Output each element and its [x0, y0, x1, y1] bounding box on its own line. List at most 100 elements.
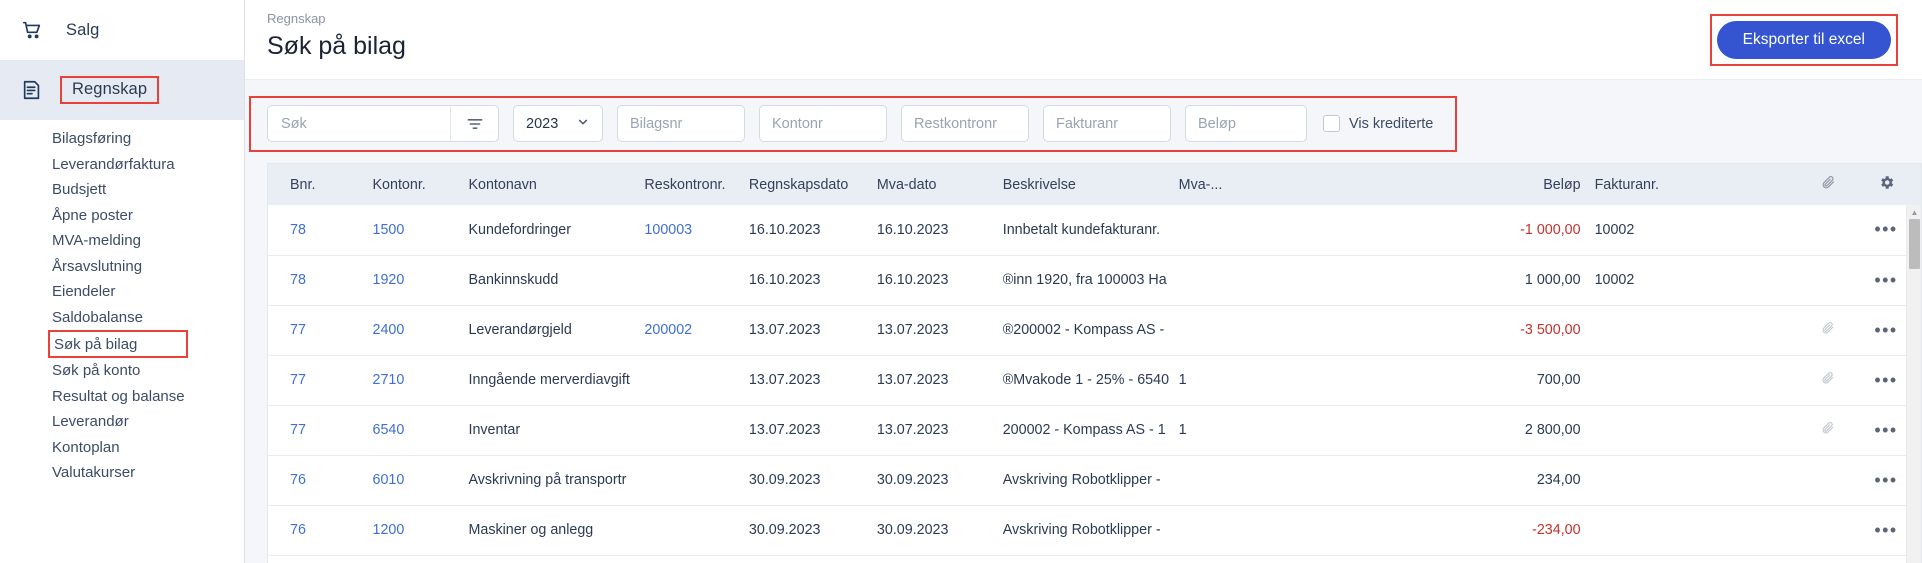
cell-mva-dato: 13.07.2023	[876, 405, 1003, 456]
cell-bnr[interactable]: 78	[268, 255, 373, 306]
belop-input[interactable]: Beløp	[1185, 105, 1307, 142]
cell-beskrivelse: ®inn 1920, fra 100003 Ha	[1002, 255, 1179, 306]
cell-bnr[interactable]: 77	[268, 355, 373, 406]
vis-krediterte-label: Vis krediterte	[1349, 115, 1434, 132]
sidebar-item-label: Leverandørfaktura	[52, 155, 175, 173]
cell-kontonr[interactable]: 6540	[372, 405, 469, 456]
cell-reskontronr[interactable]	[644, 455, 749, 506]
col-fakturanr[interactable]: Fakturanr.	[1594, 164, 1806, 205]
table-row[interactable]: 77 6540 Inventar 13.07.2023 13.07.2023 200002…	[268, 405, 1921, 456]
vis-krediterte-checkbox-wrap[interactable]: Vis krediterte	[1321, 115, 1445, 132]
cell-regnskapsdato: 30.09.2023	[748, 505, 877, 556]
sidebar-item-salg[interactable]: Salg	[0, 0, 244, 60]
col-bnr[interactable]: Bnr.	[268, 164, 373, 205]
col-mva-dato[interactable]: Mva-dato	[876, 164, 1003, 205]
fakturanr-placeholder: Fakturanr	[1056, 115, 1119, 132]
search-field[interactable]: Søk	[267, 105, 499, 142]
restkontronr-input[interactable]: Restkontronr	[901, 105, 1029, 142]
sidebar-item-valutakurser[interactable]: Valutakurser	[0, 460, 244, 486]
cell-kontonr[interactable]: 1500	[372, 205, 469, 256]
cell-attachment-icon	[1805, 205, 1860, 256]
cell-mva: 1	[1178, 355, 1392, 406]
cell-bnr[interactable]: 76	[268, 505, 373, 556]
cell-bnr[interactable]: 78	[268, 205, 373, 256]
table-row[interactable]: 77 2400 Leverandørgjeld 200002 13.07.2023 13.…	[268, 305, 1921, 356]
gear-icon[interactable]	[1859, 164, 1921, 205]
sidebar-item-sok-pa-konto[interactable]: Søk på konto	[0, 358, 244, 384]
bilagsnr-input[interactable]: Bilagsnr	[617, 105, 745, 142]
col-belop[interactable]: Beløp	[1391, 164, 1595, 205]
cell-bnr[interactable]: 77	[268, 405, 373, 456]
sidebar-item-label: Saldobalanse	[52, 308, 143, 326]
scroll-up-arrow[interactable]: ▲	[1910, 207, 1919, 217]
sidebar-item-leverandor[interactable]: Leverandør	[0, 409, 244, 435]
table-row[interactable]: 78 1920 Bankinnskudd 16.10.2023 16.10.2023 ®i…	[268, 255, 1921, 306]
col-beskrivelse[interactable]: Beskrivelse	[1002, 164, 1179, 205]
vis-krediterte-checkbox[interactable]	[1323, 115, 1340, 132]
cell-reskontronr[interactable]	[644, 405, 749, 456]
sidebar-item-regnskap-highlight: Regnskap	[60, 76, 160, 104]
sidebar-item-bilagsforing[interactable]: Bilagsføring	[0, 126, 244, 152]
cell-fakturanr	[1594, 405, 1806, 456]
bilagsnr-placeholder: Bilagsnr	[630, 115, 683, 132]
sidebar-item-mva-melding[interactable]: MVA-melding	[0, 228, 244, 254]
table-row[interactable]: 76 1200 Maskiner og anlegg 30.09.2023 30.09.…	[268, 505, 1921, 556]
sidebar-item-arsavslutning[interactable]: Årsavslutning	[0, 254, 244, 280]
cell-mva	[1178, 505, 1392, 556]
filter-icon[interactable]	[451, 105, 498, 142]
sidebar-item-regnskap[interactable]: Regnskap	[0, 60, 244, 120]
col-kontonr[interactable]: Kontonr.	[372, 164, 469, 205]
cell-reskontronr[interactable]: 100003	[644, 205, 749, 256]
sidebar-item-saldobalanse[interactable]: Saldobalanse	[0, 305, 244, 331]
sidebar-item-kontoplan[interactable]: Kontoplan	[0, 435, 244, 461]
cell-bnr[interactable]: 77	[268, 305, 373, 356]
cell-reskontronr[interactable]	[644, 255, 749, 306]
cell-kontonr[interactable]: 1920	[372, 255, 469, 306]
sidebar-item-label: Resultat og balanse	[52, 387, 185, 405]
cart-icon	[18, 16, 46, 44]
col-reskontronr[interactable]: Reskontronr.	[644, 164, 749, 205]
sidebar-item-regnskap-label: Regnskap	[72, 80, 148, 98]
cell-reskontronr[interactable]	[644, 355, 749, 406]
table-scrollbar[interactable]: ▲	[1906, 205, 1921, 563]
sidebar-item-leverandorfaktura[interactable]: Leverandørfaktura	[0, 152, 244, 178]
cell-attachment-icon[interactable]	[1805, 305, 1860, 356]
cell-kontonr[interactable]: 6010	[372, 455, 469, 506]
cell-fakturanr	[1594, 355, 1806, 406]
cell-kontonr[interactable]: 2400	[372, 305, 469, 356]
sidebar-item-sok-pa-bilag[interactable]: Søk på bilag	[48, 330, 188, 358]
kontonr-input[interactable]: Kontonr	[759, 105, 887, 142]
col-regnskapsdato[interactable]: Regnskapsdato	[748, 164, 877, 205]
cell-mva-dato: 30.09.2023	[876, 455, 1003, 506]
sidebar-item-budsjett[interactable]: Budsjett	[0, 177, 244, 203]
table-row[interactable]: 76 6010 Avskrivning på transportr 30.09.202…	[268, 455, 1921, 506]
cell-belop: -1 000,00	[1391, 205, 1595, 256]
sidebar-item-resultat-og-balanse[interactable]: Resultat og balanse	[0, 384, 244, 410]
results-table: Bnr. Kontonr. Kontonavn Reskontronr. Reg…	[268, 164, 1921, 556]
cell-mva-dato: 30.09.2023	[876, 505, 1003, 556]
cell-beskrivelse: Avskriving Robotklipper -	[1002, 455, 1179, 506]
cell-mva-dato: 16.10.2023	[876, 255, 1003, 306]
table-row[interactable]: 77 2710 Inngående merverdiavgift 13.07.2023…	[268, 355, 1921, 406]
filter-area: Søk 2023 Bilagsnr Kontonr Re	[245, 80, 1922, 152]
sidebar-item-label: Søk på konto	[52, 362, 141, 380]
cell-attachment-icon	[1805, 505, 1860, 556]
export-to-excel-button[interactable]: Eksporter til excel	[1716, 21, 1891, 59]
cell-reskontronr[interactable]: 200002	[644, 305, 749, 356]
cell-kontonr[interactable]: 1200	[372, 505, 469, 556]
cell-reskontronr[interactable]	[644, 505, 749, 556]
cell-mva-dato: 16.10.2023	[876, 205, 1003, 256]
cell-kontonr[interactable]: 2710	[372, 355, 469, 406]
year-select[interactable]: 2023	[513, 105, 603, 142]
cell-attachment-icon[interactable]	[1805, 355, 1860, 406]
sidebar-item-apne-poster[interactable]: Åpne poster	[0, 203, 244, 229]
fakturanr-input[interactable]: Fakturanr	[1043, 105, 1171, 142]
col-mva[interactable]: Mva-...	[1178, 164, 1392, 205]
cell-attachment-icon[interactable]	[1805, 405, 1860, 456]
sidebar-item-eiendeler[interactable]: Eiendeler	[0, 279, 244, 305]
cell-bnr[interactable]: 76	[268, 455, 373, 506]
col-kontonavn[interactable]: Kontonavn	[468, 164, 645, 205]
scrollbar-thumb[interactable]	[1909, 219, 1920, 269]
search-input[interactable]: Søk	[281, 115, 307, 132]
table-row[interactable]: 78 1500 Kundefordringer 100003 16.10.2023 16.…	[268, 205, 1921, 256]
